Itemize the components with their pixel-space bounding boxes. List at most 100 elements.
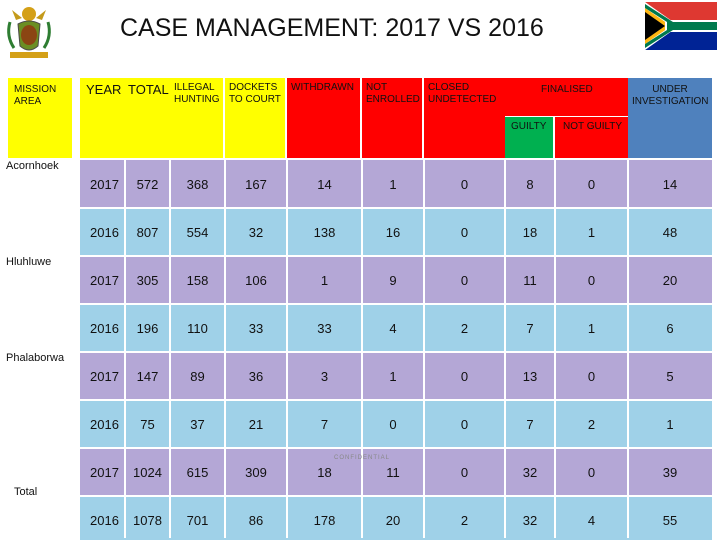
area-label-total: Total	[8, 448, 72, 538]
under-investigation-cell: 1	[666, 416, 674, 432]
total-cell: 1078	[133, 512, 162, 528]
illegal-hunting-cell: 701	[186, 512, 209, 528]
header-not-enrolled: NOT ENROLLED	[362, 78, 422, 158]
guilty-cell: 7	[526, 416, 534, 432]
total-cell: 572	[136, 176, 159, 192]
dockets-cell: 21	[248, 416, 264, 432]
guilty-cell: 32	[522, 512, 538, 528]
under-investigation-cell: 5	[666, 368, 674, 384]
closed-cell: 0	[460, 464, 469, 480]
dockets-cell: 32	[248, 224, 264, 240]
closed-cell: 0	[460, 224, 469, 240]
header-guilty: GUILTY	[505, 117, 553, 158]
total-cell: 196	[136, 320, 159, 336]
dockets-cell: 36	[248, 368, 264, 384]
total-label: TOTAL	[128, 82, 169, 97]
row-divider	[80, 447, 712, 449]
area-label-acornhoek: Acornhoek	[0, 160, 80, 256]
illegal-hunting-label: ILLEGAL HUNTING	[174, 82, 220, 105]
not-guilty-cell: 0	[587, 176, 596, 192]
not-enrolled-cell: 20	[385, 512, 401, 528]
guilty-cell: 32	[522, 464, 538, 480]
total-cell: 1024	[133, 464, 162, 480]
closed-cell: 2	[460, 320, 469, 336]
under-investigation-cell: 6	[666, 320, 674, 336]
closed-cell: 0	[460, 272, 469, 288]
area-name: Phalaborwa	[6, 352, 65, 364]
row-background	[80, 352, 712, 400]
year-cell: 2016	[90, 320, 119, 336]
row-background	[80, 496, 712, 540]
withdrawn-label: WITHDRAWN	[291, 82, 354, 93]
guilty-cell: 11	[523, 272, 537, 288]
illegal-hunting-cell: 368	[186, 176, 209, 192]
area-name: Hluhluwe	[6, 256, 52, 268]
closed-cell: 2	[460, 512, 469, 528]
dockets-cell: 167	[245, 176, 267, 192]
illegal-hunting-cell: 554	[186, 224, 209, 240]
not-enrolled-label: NOT ENROLLED	[366, 82, 420, 105]
column-divider	[286, 160, 288, 538]
total-cell: 807	[136, 224, 159, 240]
year-label: YEAR	[86, 82, 122, 97]
not-guilty-cell: 1	[587, 320, 596, 336]
closed-label: CLOSED UNDETECTED	[428, 82, 497, 105]
withdrawn-cell: 18	[317, 464, 332, 480]
not-enrolled-cell: 16	[385, 224, 401, 240]
row-background	[80, 304, 712, 352]
row-background	[80, 208, 712, 256]
row-background	[80, 256, 712, 304]
guilty-cell: 8	[526, 176, 534, 192]
header-mission-area: MISSION AREA	[8, 78, 72, 158]
withdrawn-cell: 33	[317, 320, 332, 336]
year-cell: 2017	[90, 272, 119, 288]
year-cell: 2017	[90, 176, 119, 192]
not-enrolled-cell: 11	[386, 464, 400, 480]
under-investigation-label: UNDER INVESTIGATION	[632, 84, 709, 107]
row-background	[80, 448, 712, 496]
not-enrolled-cell: 9	[389, 272, 397, 288]
area-name: Acornhoek	[6, 160, 59, 172]
total-cell: 75	[140, 416, 155, 432]
column-divider	[423, 160, 425, 538]
column-divider	[554, 160, 556, 538]
closed-cell: 0	[460, 416, 469, 432]
header-year-total: YEAR TOTAL	[80, 78, 170, 158]
mission-area-label: MISSION AREA	[14, 84, 57, 107]
total-cell: 147	[136, 368, 159, 384]
row-divider	[80, 399, 712, 401]
total-cell: 305	[136, 272, 159, 288]
header-withdrawn: WITHDRAWN	[287, 78, 360, 158]
row-divider	[80, 351, 712, 353]
header-closed: CLOSED UNDETECTED	[424, 78, 505, 158]
row-divider	[80, 207, 712, 209]
not-enrolled-cell: 0	[389, 416, 397, 432]
year-cell: 2016	[90, 512, 119, 528]
under-investigation-cell: 14	[662, 176, 678, 192]
column-divider	[169, 160, 171, 538]
row-background	[80, 160, 712, 208]
guilty-cell: 18	[522, 224, 538, 240]
column-divider	[224, 160, 226, 538]
header-under-investigation: UNDER INVESTIGATION	[628, 78, 712, 158]
illegal-hunting-cell: 37	[190, 416, 205, 432]
under-investigation-cell: 39	[662, 464, 678, 480]
dockets-cell: 86	[248, 512, 264, 528]
withdrawn-cell: 14	[317, 176, 332, 192]
withdrawn-cell: 1	[320, 272, 329, 288]
column-divider	[627, 160, 629, 538]
illegal-hunting-cell: 158	[186, 272, 209, 288]
dockets-cell: 106	[245, 272, 267, 288]
area-label-phalaborwa: Phalaborwa	[0, 352, 80, 448]
guilty-cell: 13	[522, 368, 538, 384]
header-finalised: FINALISED	[505, 78, 628, 116]
page-title: CASE MANAGEMENT: 2017 VS 2016	[120, 14, 544, 42]
guilty-label: GUILTY	[511, 121, 547, 132]
not-enrolled-cell: 1	[389, 176, 397, 192]
coat-of-arms-icon	[7, 7, 51, 58]
illegal-hunting-cell: 615	[186, 464, 209, 480]
closed-cell: 0	[460, 368, 469, 384]
row-background	[80, 400, 712, 448]
withdrawn-cell: 178	[313, 512, 336, 528]
under-investigation-cell: 20	[662, 272, 678, 288]
